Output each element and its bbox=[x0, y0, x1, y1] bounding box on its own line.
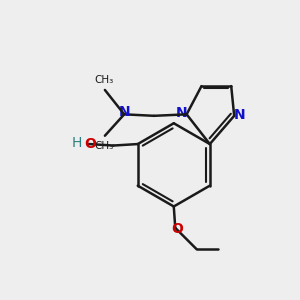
Text: N: N bbox=[176, 106, 187, 120]
Text: N: N bbox=[118, 105, 130, 119]
Text: CH₃: CH₃ bbox=[95, 141, 114, 151]
Text: O: O bbox=[171, 222, 183, 236]
Text: O: O bbox=[84, 137, 96, 151]
Text: H: H bbox=[71, 136, 82, 150]
Text: CH₃: CH₃ bbox=[95, 75, 114, 85]
Text: N: N bbox=[234, 108, 245, 122]
